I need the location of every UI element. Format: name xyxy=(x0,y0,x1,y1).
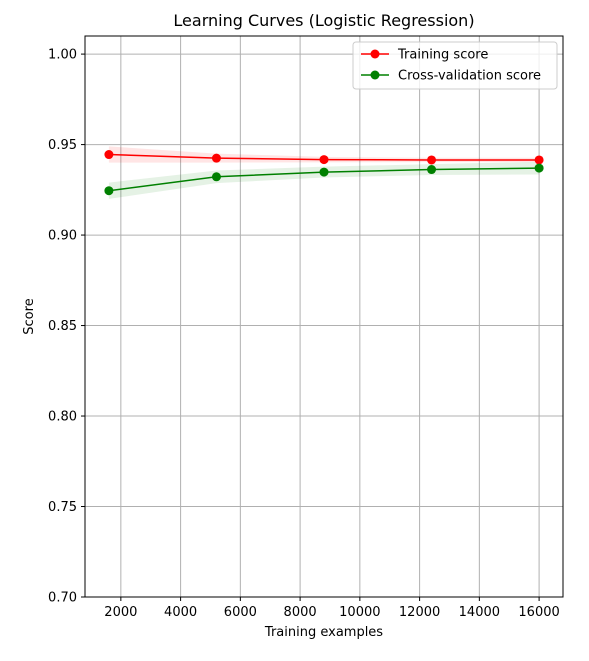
x-axis-ticks: 2000 4000 6000 8000 10000 12000 14000 16000 xyxy=(104,597,560,620)
series-1-point xyxy=(104,186,114,196)
series-0-point xyxy=(427,155,437,165)
legend-marker xyxy=(370,49,380,59)
y-tick-label: 0.85 xyxy=(48,319,77,334)
series-0-point xyxy=(211,153,221,163)
x-tick-label: 12000 xyxy=(399,605,440,620)
plot-frame xyxy=(84,35,564,598)
series-1-point xyxy=(319,167,329,177)
series-0-point xyxy=(104,150,114,160)
y-tick-label: 1.00 xyxy=(48,48,77,63)
x-axis-label: Training examples xyxy=(264,625,383,640)
series-markers xyxy=(104,150,544,196)
x-tick-label: 10000 xyxy=(339,605,380,620)
chart-title: Learning Curves (Logistic Regression) xyxy=(173,11,474,30)
grid xyxy=(85,36,563,598)
legend: Training score Cross-validation score xyxy=(352,41,558,90)
x-tick-label: 16000 xyxy=(518,605,559,620)
x-tick-label: 6000 xyxy=(224,605,257,620)
legend-label: Training score xyxy=(397,48,488,63)
series-1-point xyxy=(534,163,544,173)
y-axis-label: Score xyxy=(22,298,37,334)
x-tick-label: 14000 xyxy=(459,605,500,620)
series-0-point xyxy=(534,155,544,165)
y-tick-label: 0.80 xyxy=(48,410,77,425)
y-tick-label: 0.75 xyxy=(48,500,77,515)
x-tick-label: 2000 xyxy=(104,605,137,620)
series-0-point xyxy=(319,155,329,165)
y-tick-label: 0.90 xyxy=(48,229,77,244)
x-tick-label: 4000 xyxy=(164,605,197,620)
x-tick-label: 8000 xyxy=(284,605,317,620)
y-axis-ticks: 0.70 0.75 0.80 0.85 0.90 0.95 1.00 xyxy=(48,48,85,606)
legend-label: Cross-validation score xyxy=(398,69,541,84)
y-tick-label: 0.95 xyxy=(48,138,77,153)
series-1-point xyxy=(427,165,437,175)
legend-box xyxy=(352,41,558,90)
legend-marker xyxy=(370,70,380,80)
series-1-point xyxy=(211,172,221,182)
y-tick-label: 0.70 xyxy=(48,591,77,606)
